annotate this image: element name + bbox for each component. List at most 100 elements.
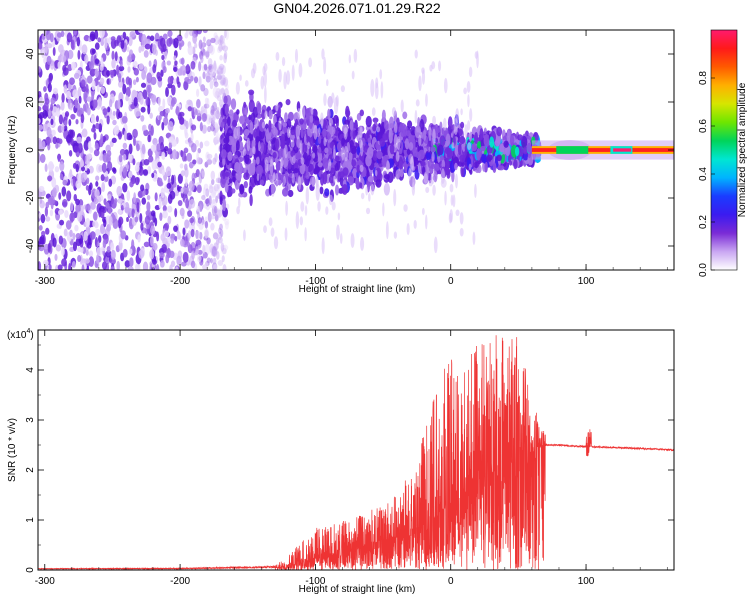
heatmap-cell xyxy=(80,79,86,88)
heatmap-cell xyxy=(324,147,329,154)
heatmap-cell xyxy=(310,107,314,115)
heatmap-cell xyxy=(166,37,172,47)
heatmap-cell xyxy=(464,124,468,139)
heatmap-cell xyxy=(119,59,123,68)
heatmap-cell xyxy=(350,145,357,155)
heatmap-cell xyxy=(216,95,222,102)
heatmap-cell xyxy=(146,194,151,201)
heatmap-cell xyxy=(352,122,358,129)
x-tick-label: 0 xyxy=(448,576,454,587)
heatmap-cell xyxy=(438,60,442,72)
heatmap-cell xyxy=(421,67,425,74)
heatmap-cell xyxy=(92,99,98,109)
heatmap-cell xyxy=(151,159,157,171)
heatmap-cell xyxy=(57,153,61,163)
heatmap-cell xyxy=(124,260,131,268)
heatmap-cell xyxy=(270,227,275,237)
heatmap-cell xyxy=(449,183,454,193)
heatmap-cell xyxy=(78,95,82,104)
heatmap-cell xyxy=(425,214,428,230)
heatmap-cell xyxy=(120,39,125,50)
heatmap-cell xyxy=(370,78,375,97)
heatmap-cell xyxy=(64,210,69,218)
heatmap-cell xyxy=(179,163,184,169)
heatmap-cell xyxy=(90,201,96,210)
heatmap-cell xyxy=(117,198,123,204)
heatmap-cell xyxy=(201,219,206,225)
heatmap-cell xyxy=(136,111,141,117)
heatmap-cell xyxy=(62,67,69,76)
heatmap-cell xyxy=(290,140,295,148)
heatmap-cell xyxy=(55,244,62,252)
heatmap-cell xyxy=(160,69,164,77)
heatmap-cell xyxy=(213,205,218,214)
heatmap-cell xyxy=(220,229,224,238)
heatmap-cell xyxy=(469,168,473,175)
heatmap-cell xyxy=(110,36,116,42)
snr-frame xyxy=(37,329,675,571)
heatmap-cell xyxy=(175,190,179,197)
heatmap-cell xyxy=(489,136,495,148)
heatmap-cell xyxy=(192,159,197,165)
heatmap-cell xyxy=(205,188,210,197)
heatmap-cell xyxy=(320,112,324,127)
heatmap-cell xyxy=(150,76,157,86)
heatmap-cell xyxy=(143,50,149,58)
heatmap-cell xyxy=(440,168,445,184)
heatmap-cell xyxy=(165,87,169,98)
heatmap-cell xyxy=(211,178,215,186)
heatmap-cell xyxy=(223,53,227,64)
heatmap-cell xyxy=(128,77,133,86)
heatmap-cell xyxy=(217,259,224,267)
heatmap-cell xyxy=(218,65,223,77)
heatmap-cell xyxy=(100,133,104,144)
heatmap-cell xyxy=(398,156,403,170)
heatmap-cell xyxy=(496,154,502,162)
heatmap-cell xyxy=(70,39,75,50)
heatmap-cell xyxy=(313,120,320,126)
heatmap-cell xyxy=(100,37,105,47)
heatmap-cell xyxy=(129,217,133,227)
snr-series-layer xyxy=(38,335,674,570)
heatmap-cell xyxy=(102,239,107,249)
heatmap-cell xyxy=(169,264,173,270)
heatmap-cell xyxy=(66,32,73,43)
heatmap-cell xyxy=(109,98,113,108)
heatmap-cell xyxy=(255,145,259,158)
heatmap-cell xyxy=(140,184,145,192)
heatmap-cell xyxy=(61,246,65,257)
heatmap-cell xyxy=(203,63,208,71)
heatmap-cell xyxy=(341,146,345,161)
heatmap-cell xyxy=(197,147,202,154)
heatmap-cell xyxy=(177,173,183,184)
heatmap-cell xyxy=(466,81,471,93)
heatmap-cell xyxy=(492,162,497,174)
heatmap-cell xyxy=(97,96,102,107)
heatmap-cell xyxy=(144,38,151,45)
heatmap-cell xyxy=(407,120,413,129)
heatmap-cell xyxy=(185,120,189,130)
heatmap-cell xyxy=(359,182,363,189)
heatmap-cell xyxy=(405,130,412,137)
heatmap-cell xyxy=(161,151,166,160)
heatmap-cell xyxy=(165,107,170,114)
heatmap-cell xyxy=(443,77,448,94)
heatmap-cell xyxy=(71,261,76,268)
heatmap-cell xyxy=(395,169,401,180)
heatmap-cell xyxy=(206,237,211,245)
heatmap-cell xyxy=(176,76,180,85)
heatmap-cell xyxy=(227,151,233,162)
heatmap-cell xyxy=(128,143,133,155)
heatmap-cell xyxy=(395,151,400,162)
heatmap-cell xyxy=(173,66,178,72)
heatmap-cell xyxy=(382,202,385,217)
heatmap-cell xyxy=(234,161,241,173)
heatmap-cell xyxy=(170,238,175,244)
heatmap-cell xyxy=(425,186,430,194)
heatmap-cell xyxy=(132,90,138,97)
heatmap-cell xyxy=(209,45,215,55)
heatmap-cell xyxy=(72,232,76,241)
heatmap-cell xyxy=(168,141,173,149)
heatmap-cell xyxy=(307,155,312,161)
heatmap-cell xyxy=(61,258,67,267)
